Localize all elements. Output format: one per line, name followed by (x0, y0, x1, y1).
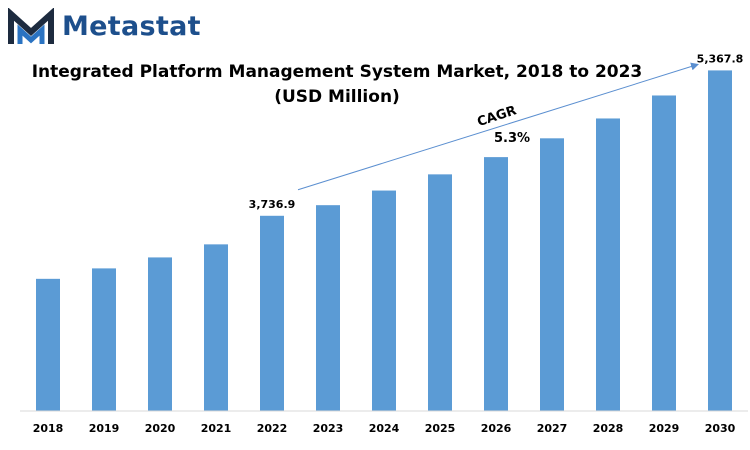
data-label-2022: 3,736.9 (249, 198, 296, 211)
bar-2028 (596, 118, 620, 412)
x-tick-label-2025: 2025 (425, 422, 456, 435)
bar-2026 (484, 157, 508, 411)
x-tick-label-2029: 2029 (649, 422, 680, 435)
x-tick-label-2026: 2026 (481, 422, 512, 435)
bar-2019 (92, 268, 116, 411)
bar-2023 (316, 205, 340, 411)
bars (36, 70, 732, 412)
x-tick-label-2027: 2027 (537, 422, 568, 435)
x-tick-label-2022: 2022 (257, 422, 288, 435)
x-tick-label-2024: 2024 (369, 422, 400, 435)
logo: Metastat (8, 6, 208, 48)
bar-2022 (260, 215, 284, 411)
x-tick-label-2030: 2030 (705, 422, 736, 435)
bar-2021 (204, 244, 228, 411)
x-tick-label-2019: 2019 (89, 422, 120, 435)
data-label-2030: 5,367.8 (697, 52, 744, 65)
bar-2030 (708, 70, 732, 411)
chart-title: Integrated Platform Management System Ma… (0, 60, 674, 110)
chart-subtitle: (USD Million) (274, 87, 400, 107)
bar-2025 (428, 174, 452, 411)
chart-title-line: Integrated Platform Management System Ma… (31, 62, 643, 82)
bar-2020 (148, 257, 172, 411)
bar-2027 (540, 138, 564, 412)
x-tick-label-2021: 2021 (201, 422, 232, 435)
x-tick-label-2023: 2023 (313, 422, 344, 435)
x-tick-label-2020: 2020 (145, 422, 176, 435)
bar-2024 (372, 190, 396, 411)
metastat-m-logo-icon (8, 8, 54, 44)
cagr-arrow (297, 62, 699, 191)
bar-2029 (652, 95, 676, 412)
cagr-value: 5.3% (494, 131, 530, 146)
logo-text: Metastat (62, 11, 201, 42)
bar-2018 (36, 278, 60, 411)
x-tick-labels: 2018 2019 2020 2021 2022 2023 2024 2025 2026 2027… (33, 422, 736, 435)
data-labels: 3,736.9 5,367.8 (249, 52, 744, 210)
x-tick-label-2028: 2028 (593, 422, 624, 435)
x-tick-label-2018: 2018 (33, 422, 64, 435)
